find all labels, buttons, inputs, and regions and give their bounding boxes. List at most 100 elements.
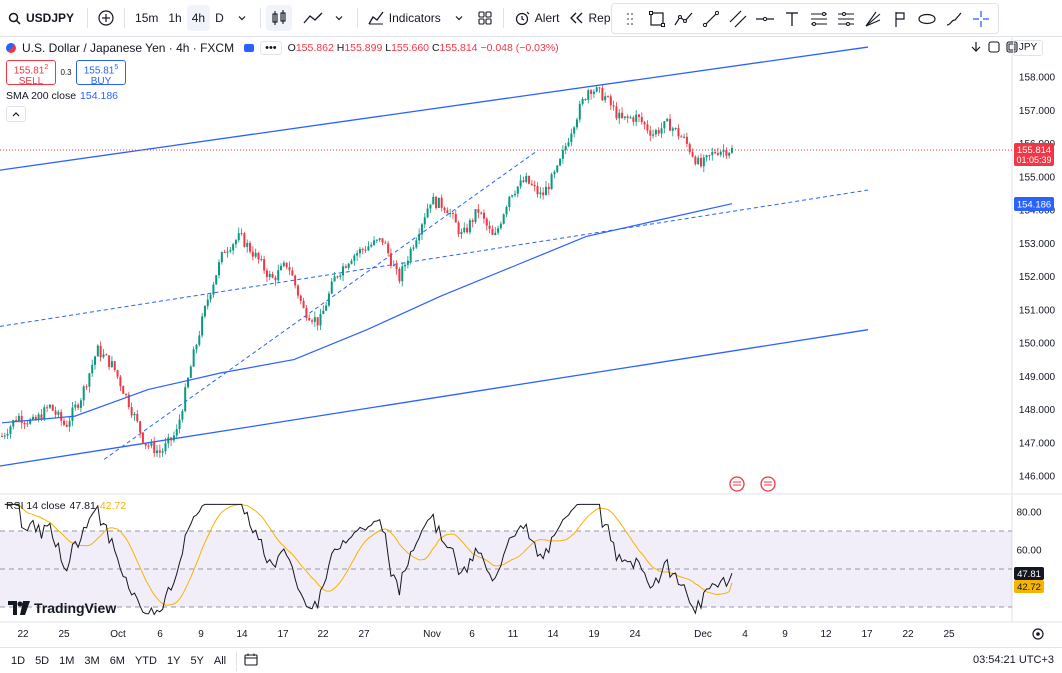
- line-style-button[interactable]: [300, 5, 326, 31]
- range-5y[interactable]: 5Y: [190, 654, 204, 667]
- flag-tool[interactable]: [888, 7, 912, 31]
- range-all[interactable]: All: [213, 654, 227, 667]
- candle: [674, 127, 677, 131]
- alert-label: Alert: [534, 11, 560, 25]
- candle-body: [513, 193, 516, 196]
- candle-body: [43, 407, 46, 420]
- us-flag-icon[interactable]: [729, 476, 745, 492]
- visibility-toggle[interactable]: [244, 44, 255, 52]
- candle-body: [116, 370, 119, 377]
- candles-icon: [272, 10, 286, 25]
- candle-body: [654, 130, 657, 135]
- candle: [209, 293, 212, 303]
- candle: [618, 108, 621, 125]
- sell-button[interactable]: 155.812 SELL: [6, 60, 56, 87]
- maximize-button[interactable]: [988, 40, 1000, 58]
- candle-body: [226, 251, 229, 253]
- candle: [187, 376, 190, 389]
- indicators-button[interactable]: Indicators: [363, 5, 446, 31]
- crosshair-tool[interactable]: [969, 7, 993, 31]
- interval-15m[interactable]: 15m: [135, 11, 159, 25]
- range-ytd[interactable]: YTD: [134, 654, 157, 667]
- candle-body: [158, 450, 161, 453]
- shape-icon: [918, 13, 936, 24]
- clock[interactable]: 03:54:21 UTC+3: [972, 654, 1054, 666]
- shape-tool[interactable]: [915, 7, 939, 31]
- candle-body: [406, 260, 409, 265]
- alert-button[interactable]: Alert: [509, 5, 565, 31]
- text-tool[interactable]: [780, 7, 804, 31]
- candle-body: [88, 373, 91, 387]
- range-1d[interactable]: 1D: [11, 654, 26, 667]
- symbol-search[interactable]: USDJPY: [0, 0, 82, 37]
- us-flag-icon[interactable]: [760, 476, 776, 492]
- tradingview-logo[interactable]: TradingView: [8, 600, 116, 616]
- settings-button[interactable]: [1032, 628, 1044, 640]
- buy-button[interactable]: 155.815 BUY: [76, 60, 126, 87]
- economic-event-markers[interactable]: [729, 476, 776, 492]
- more-icon[interactable]: •••: [260, 41, 282, 55]
- candle-body: [446, 210, 449, 214]
- candle: [240, 228, 243, 236]
- sma-price-tag: 154.186: [1014, 197, 1054, 211]
- chart-svg[interactable]: 158.000157.000156.000155.000154.000153.0…: [0, 37, 1062, 647]
- horizontal-line-tool[interactable]: [753, 7, 777, 31]
- candle-body: [657, 130, 660, 134]
- candle-body: [313, 317, 316, 322]
- candle: [63, 418, 66, 427]
- compare-button[interactable]: [93, 5, 119, 31]
- path-tool[interactable]: [672, 7, 696, 31]
- candle-body: [542, 192, 545, 196]
- range-6m[interactable]: 6M: [109, 654, 125, 667]
- indicators-dropdown[interactable]: [446, 5, 472, 31]
- interval-4h[interactable]: 4h: [186, 5, 211, 31]
- parallel-channel-tool[interactable]: [726, 7, 750, 31]
- candle: [595, 86, 598, 93]
- dashed-trend-line: [103, 149, 539, 460]
- layouts-button[interactable]: [472, 5, 498, 31]
- collapse-legend-button[interactable]: [6, 106, 26, 122]
- brush-tool[interactable]: [942, 7, 966, 31]
- pitchfork-tool[interactable]: [834, 7, 858, 31]
- trend-line-tool[interactable]: [699, 7, 723, 31]
- chart-type-button[interactable]: [265, 5, 292, 31]
- candle: [170, 437, 173, 447]
- drag-handle[interactable]: [618, 7, 642, 31]
- candle: [189, 364, 192, 379]
- candle-body: [1, 436, 3, 438]
- fullscreen-button[interactable]: [1006, 40, 1018, 58]
- candle-body: [539, 192, 542, 195]
- currency-selector[interactable]: JPY: [1013, 40, 1043, 56]
- time-tick-label: Oct: [110, 629, 126, 640]
- candle: [649, 125, 652, 142]
- range-1m[interactable]: 1M: [59, 654, 75, 667]
- rectangle-tool[interactable]: [645, 7, 669, 31]
- candle: [685, 132, 688, 148]
- range-1y[interactable]: 1Y: [166, 654, 181, 667]
- interval-d[interactable]: D: [215, 11, 224, 25]
- goto-date-button[interactable]: [244, 653, 258, 669]
- fib-tool[interactable]: [807, 7, 831, 31]
- candle: [415, 237, 418, 249]
- line-style-dropdown[interactable]: [326, 5, 352, 31]
- dashed-trend-line: [0, 189, 869, 327]
- sma-legend[interactable]: SMA 200 close 154.186: [6, 90, 119, 102]
- range-3m[interactable]: 3M: [84, 654, 100, 667]
- candle-body: [716, 152, 719, 155]
- chart-area[interactable]: 158.000157.000156.000155.000154.000153.0…: [0, 37, 1062, 647]
- rsi-legend[interactable]: RSI 14 close 47.81 42.72: [6, 500, 127, 512]
- gann-tool[interactable]: [861, 7, 885, 31]
- download-button[interactable]: [970, 40, 982, 58]
- range-5d[interactable]: 5D: [35, 654, 50, 667]
- interval-1h[interactable]: 1h: [168, 11, 182, 25]
- series-title[interactable]: U.S. Dollar / Japanese Yen · 4h · FXCM: [22, 41, 235, 55]
- candle: [451, 211, 454, 220]
- candle-body: [668, 118, 671, 131]
- candle-body: [499, 223, 502, 229]
- interval-dropdown[interactable]: [229, 5, 255, 31]
- candle-body: [251, 251, 254, 257]
- candle: [74, 400, 77, 411]
- candle-body: [666, 118, 669, 122]
- candle-body: [119, 376, 122, 387]
- calendar-icon: [244, 653, 258, 666]
